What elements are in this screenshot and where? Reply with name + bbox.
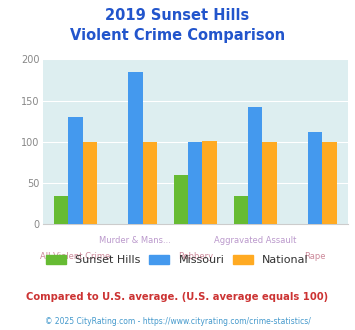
Bar: [143, 142, 157, 224]
Text: Violent Crime Comparison: Violent Crime Comparison: [70, 28, 285, 43]
Bar: [54, 195, 69, 224]
Text: All Violent Crime: All Violent Crime: [40, 252, 111, 261]
Text: Aggravated Assault: Aggravated Assault: [214, 236, 296, 245]
Bar: [83, 142, 97, 224]
Bar: [322, 142, 337, 224]
Text: Compared to U.S. average. (U.S. average equals 100): Compared to U.S. average. (U.S. average …: [26, 292, 329, 302]
Bar: [234, 195, 248, 224]
Bar: [174, 175, 188, 224]
Text: Robbery: Robbery: [178, 252, 213, 261]
Text: Murder & Mans...: Murder & Mans...: [99, 236, 171, 245]
Legend: Sunset Hills, Missouri, National: Sunset Hills, Missouri, National: [47, 255, 308, 265]
Bar: [248, 107, 262, 224]
Bar: [69, 117, 83, 224]
Bar: [202, 141, 217, 224]
Bar: [128, 72, 143, 224]
Bar: [308, 132, 322, 224]
Text: Rape: Rape: [304, 252, 326, 261]
Bar: [188, 142, 202, 224]
Bar: [262, 142, 277, 224]
Text: © 2025 CityRating.com - https://www.cityrating.com/crime-statistics/: © 2025 CityRating.com - https://www.city…: [45, 317, 310, 326]
Text: 2019 Sunset Hills: 2019 Sunset Hills: [105, 8, 250, 23]
